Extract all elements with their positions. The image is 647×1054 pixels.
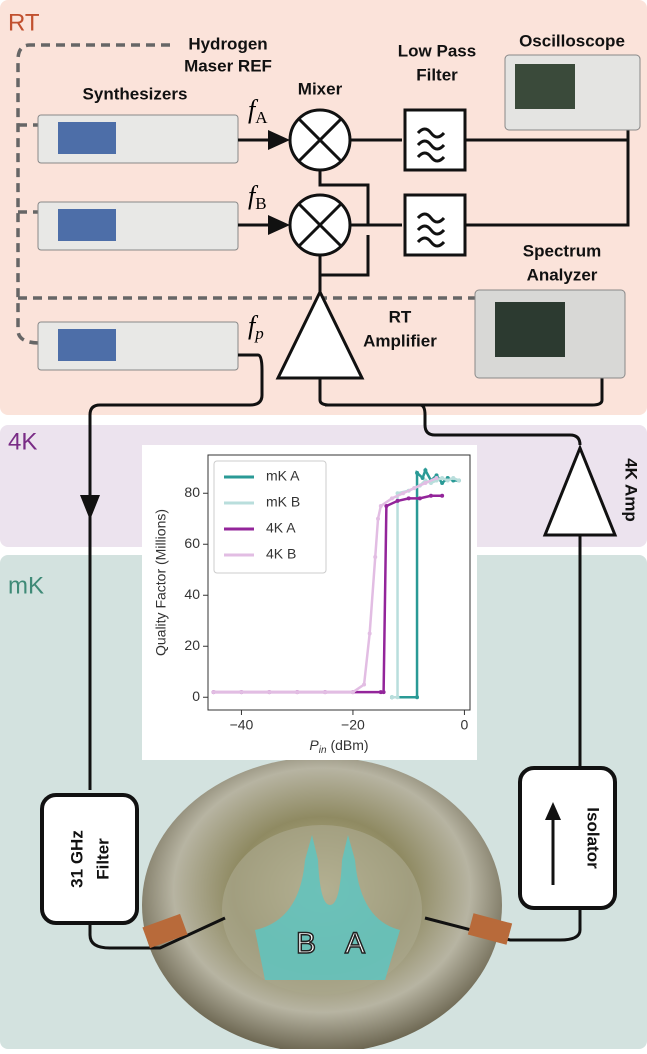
frequency-subscript: B bbox=[255, 194, 266, 213]
lpf-label: Low Pass bbox=[398, 41, 476, 60]
legend-label: 4K B bbox=[266, 546, 296, 562]
mk-label: mK bbox=[8, 572, 44, 599]
filter-label: Filter bbox=[93, 838, 112, 880]
data-point bbox=[423, 468, 427, 472]
data-point bbox=[415, 471, 419, 475]
rt-label: RT bbox=[8, 9, 40, 36]
y-tick-label: 80 bbox=[184, 484, 200, 500]
data-point bbox=[351, 690, 355, 694]
data-point bbox=[376, 517, 380, 521]
x-tick-label: −40 bbox=[230, 717, 254, 733]
data-point bbox=[429, 494, 433, 498]
y-tick-label: 0 bbox=[192, 688, 200, 704]
data-point bbox=[396, 695, 400, 699]
x-tick-label: −20 bbox=[341, 717, 365, 733]
data-point bbox=[390, 695, 394, 699]
data-point bbox=[295, 690, 299, 694]
spectrum-label: Spectrum bbox=[523, 241, 601, 260]
rt-amp-label: RT bbox=[389, 307, 412, 326]
data-point bbox=[423, 481, 427, 485]
data-point bbox=[267, 690, 271, 694]
mode-label: A bbox=[345, 927, 365, 960]
y-tick-label: 20 bbox=[184, 637, 200, 653]
mixer-label: Mixer bbox=[298, 79, 343, 98]
filter-box bbox=[42, 795, 137, 923]
data-point bbox=[440, 481, 444, 485]
data-point bbox=[373, 555, 377, 559]
isolator-label: Isolator bbox=[584, 807, 603, 869]
data-point bbox=[368, 632, 372, 636]
data-point bbox=[435, 476, 439, 480]
frequency-subscript: A bbox=[255, 108, 268, 127]
x-tick-label: 0 bbox=[461, 717, 469, 733]
spectrum-label: Analyzer bbox=[527, 265, 598, 284]
data-point bbox=[212, 690, 216, 694]
rt-amp-label: Amplifier bbox=[363, 331, 437, 350]
data-point bbox=[407, 496, 411, 500]
4k-amp-label: 4K Amp bbox=[622, 458, 641, 522]
legend-label: 4K A bbox=[266, 520, 296, 536]
synthesizers-label: Synthesizers bbox=[83, 84, 188, 103]
data-point bbox=[415, 695, 419, 699]
data-point bbox=[396, 499, 400, 503]
maser-label: Maser REF bbox=[184, 56, 272, 75]
lpf-label: Filter bbox=[416, 65, 458, 84]
y-tick-label: 40 bbox=[184, 586, 200, 602]
frequency-subscript: p bbox=[254, 324, 264, 343]
mode-label: B bbox=[296, 927, 316, 960]
legend-label: mK A bbox=[266, 468, 300, 484]
filter-label: 31 GHz bbox=[67, 830, 86, 888]
data-point bbox=[390, 496, 394, 500]
figure: RT 4K mK bbox=[0, 0, 647, 1049]
data-point bbox=[323, 690, 327, 694]
data-point bbox=[362, 683, 366, 687]
y-axis-label: Quality Factor (Millions) bbox=[153, 509, 169, 656]
data-point bbox=[451, 476, 455, 480]
data-point bbox=[440, 494, 444, 498]
data-point bbox=[401, 491, 405, 495]
y-tick-label: 60 bbox=[184, 535, 200, 551]
data-point bbox=[446, 479, 450, 483]
maser-label: Hydrogen bbox=[188, 34, 267, 53]
data-point bbox=[379, 504, 383, 508]
data-point bbox=[457, 479, 461, 483]
data-point bbox=[440, 476, 444, 480]
data-point bbox=[418, 496, 422, 500]
x-label-unit: (dBm) bbox=[327, 737, 369, 753]
data-point bbox=[239, 690, 243, 694]
data-point bbox=[412, 486, 416, 490]
synthesizer bbox=[38, 115, 238, 370]
spectrum-analyzer bbox=[475, 290, 625, 378]
oscilloscope bbox=[505, 55, 640, 130]
data-point bbox=[382, 690, 386, 694]
legend-label: mK B bbox=[266, 494, 300, 510]
oscilloscope-label: Oscilloscope bbox=[519, 31, 625, 50]
4k-label: 4K bbox=[8, 428, 37, 455]
